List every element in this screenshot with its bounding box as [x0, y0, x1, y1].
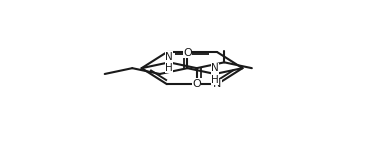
Text: O: O: [192, 79, 201, 89]
Text: N: N: [213, 79, 222, 89]
Text: N
H: N H: [165, 52, 173, 73]
Text: O: O: [183, 48, 192, 58]
Text: N
H: N H: [211, 63, 219, 85]
